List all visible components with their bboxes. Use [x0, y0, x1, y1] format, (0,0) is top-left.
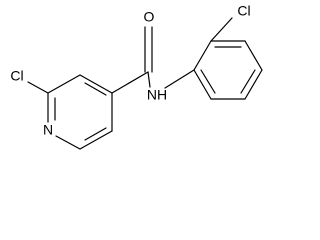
bond [164, 69, 195, 89]
atom-label: Cl [237, 3, 250, 19]
atom-label: N [43, 122, 53, 138]
bond [84, 127, 107, 141]
bond [79, 74, 113, 94]
bond [55, 135, 81, 150]
bond [244, 40, 263, 71]
bonds [27, 17, 263, 150]
bond [27, 81, 49, 94]
atom-label: NH [147, 87, 167, 103]
bond [193, 69, 212, 100]
atom-label: O [144, 9, 155, 25]
bond [147, 71, 151, 88]
bond [240, 69, 256, 94]
bond [210, 17, 233, 42]
bond [244, 69, 263, 100]
bond [111, 71, 149, 94]
bond [47, 74, 81, 94]
atom-labels: Cl N O NH Cl [10, 3, 250, 138]
bond [200, 69, 216, 94]
bond [193, 40, 212, 71]
bond [79, 130, 113, 150]
atom-label: Cl [10, 68, 23, 84]
page: {"atoms": {"cl_left": "Cl", "n_ring": "N… [10, 2, 263, 150]
molecule: Cl N O NH Cl [10, 3, 263, 150]
bond [84, 82, 107, 96]
